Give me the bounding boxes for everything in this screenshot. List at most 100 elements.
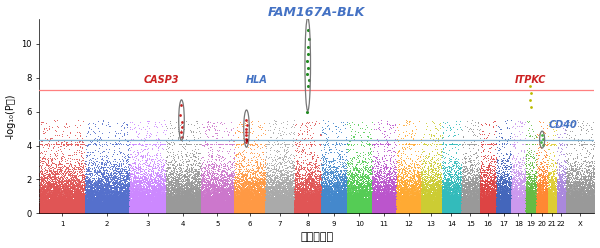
Point: [393, 211, 403, 215]
Point: [124, 211, 134, 215]
Point: [573, 197, 583, 201]
Point: [538, 203, 548, 207]
Point: [86, 179, 95, 183]
Point: [464, 207, 473, 211]
Point: [439, 195, 448, 199]
Point: [111, 206, 121, 210]
Point: [305, 162, 315, 166]
Point: [293, 205, 303, 209]
Point: [439, 193, 448, 197]
Point: [290, 203, 300, 207]
Point: [127, 206, 136, 210]
Point: [309, 193, 319, 197]
Point: [257, 210, 267, 214]
Point: [316, 204, 325, 208]
Point: [208, 208, 217, 212]
Point: [320, 206, 329, 210]
Point: [136, 190, 145, 194]
Point: [387, 211, 397, 215]
Point: [548, 207, 558, 211]
Point: [271, 203, 280, 207]
Point: [424, 194, 434, 198]
Point: [191, 209, 200, 213]
Point: [313, 207, 323, 211]
Point: [181, 208, 191, 212]
Point: [126, 210, 136, 214]
Point: [355, 201, 365, 205]
Point: [445, 193, 454, 197]
Point: [283, 208, 292, 212]
Point: [466, 209, 476, 213]
Point: [449, 210, 459, 214]
Point: [113, 199, 122, 203]
Point: [276, 209, 286, 213]
Point: [398, 195, 408, 199]
Point: [369, 209, 379, 213]
Point: [498, 211, 508, 215]
Point: [179, 208, 188, 212]
Point: [459, 183, 469, 187]
Point: [228, 209, 238, 213]
Point: [292, 209, 302, 213]
Point: [88, 200, 97, 204]
Point: [553, 205, 562, 209]
Point: [95, 186, 105, 189]
Point: [179, 196, 188, 200]
Point: [441, 201, 451, 205]
Point: [585, 207, 595, 211]
Point: [245, 184, 254, 188]
Point: [408, 188, 418, 192]
Point: [56, 193, 65, 197]
Point: [72, 203, 82, 207]
Point: [368, 207, 378, 211]
Point: [62, 209, 71, 213]
Point: [508, 211, 517, 215]
Point: [472, 210, 482, 214]
Point: [481, 185, 490, 189]
Point: [415, 207, 425, 211]
Point: [577, 178, 586, 182]
Point: [250, 203, 260, 207]
Point: [257, 189, 266, 193]
Point: [445, 208, 454, 212]
Point: [454, 183, 463, 187]
Point: [234, 205, 244, 209]
Point: [560, 200, 569, 204]
Point: [271, 210, 280, 214]
Point: [409, 200, 418, 204]
Point: [333, 210, 343, 214]
Point: [436, 209, 446, 213]
Point: [164, 150, 173, 154]
Point: [131, 207, 141, 211]
Point: [560, 203, 569, 207]
Point: [45, 203, 55, 207]
Point: [432, 204, 442, 208]
Point: [174, 210, 184, 214]
Point: [562, 204, 571, 208]
Point: [558, 210, 568, 214]
Point: [272, 163, 281, 167]
Point: [262, 208, 271, 212]
Point: [392, 207, 402, 211]
Point: [50, 197, 60, 201]
Point: [549, 211, 559, 215]
Point: [478, 209, 487, 213]
Point: [158, 201, 167, 205]
Point: [247, 202, 257, 206]
Point: [245, 210, 255, 214]
Point: [378, 205, 388, 209]
Point: [362, 201, 372, 205]
Point: [493, 171, 503, 175]
Point: [179, 176, 188, 180]
Point: [376, 202, 386, 206]
Point: [251, 176, 260, 180]
Point: [234, 211, 244, 215]
Point: [512, 210, 521, 214]
Point: [133, 198, 142, 202]
Point: [281, 206, 290, 210]
Point: [266, 199, 275, 203]
Point: [112, 198, 122, 202]
Point: [514, 210, 524, 214]
Point: [45, 193, 55, 197]
Point: [280, 201, 290, 205]
